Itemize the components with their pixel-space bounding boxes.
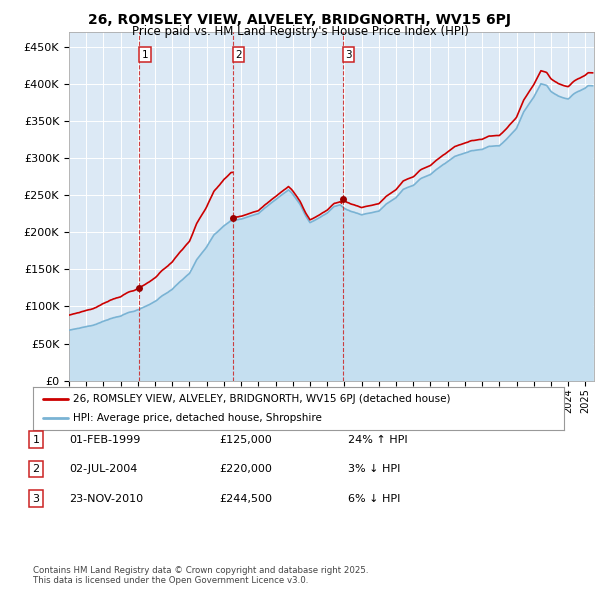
Text: 23-NOV-2010: 23-NOV-2010	[69, 494, 143, 503]
Text: 2: 2	[235, 50, 242, 60]
Text: 26, ROMSLEY VIEW, ALVELEY, BRIDGNORTH, WV15 6PJ (detached house): 26, ROMSLEY VIEW, ALVELEY, BRIDGNORTH, W…	[73, 394, 451, 404]
Text: 2: 2	[32, 464, 40, 474]
Text: 02-JUL-2004: 02-JUL-2004	[69, 464, 137, 474]
Text: 1: 1	[142, 50, 148, 60]
Text: 3: 3	[32, 494, 40, 503]
Text: £125,000: £125,000	[219, 435, 272, 444]
Text: 24% ↑ HPI: 24% ↑ HPI	[348, 435, 407, 444]
Text: £244,500: £244,500	[219, 494, 272, 503]
Text: 3% ↓ HPI: 3% ↓ HPI	[348, 464, 400, 474]
Text: 1: 1	[32, 435, 40, 444]
Text: £220,000: £220,000	[219, 464, 272, 474]
Text: HPI: Average price, detached house, Shropshire: HPI: Average price, detached house, Shro…	[73, 413, 322, 423]
Text: Price paid vs. HM Land Registry's House Price Index (HPI): Price paid vs. HM Land Registry's House …	[131, 25, 469, 38]
Text: 26, ROMSLEY VIEW, ALVELEY, BRIDGNORTH, WV15 6PJ: 26, ROMSLEY VIEW, ALVELEY, BRIDGNORTH, W…	[89, 13, 511, 27]
Text: Contains HM Land Registry data © Crown copyright and database right 2025.
This d: Contains HM Land Registry data © Crown c…	[33, 566, 368, 585]
Text: 6% ↓ HPI: 6% ↓ HPI	[348, 494, 400, 503]
Text: 01-FEB-1999: 01-FEB-1999	[69, 435, 140, 444]
Text: 3: 3	[345, 50, 352, 60]
